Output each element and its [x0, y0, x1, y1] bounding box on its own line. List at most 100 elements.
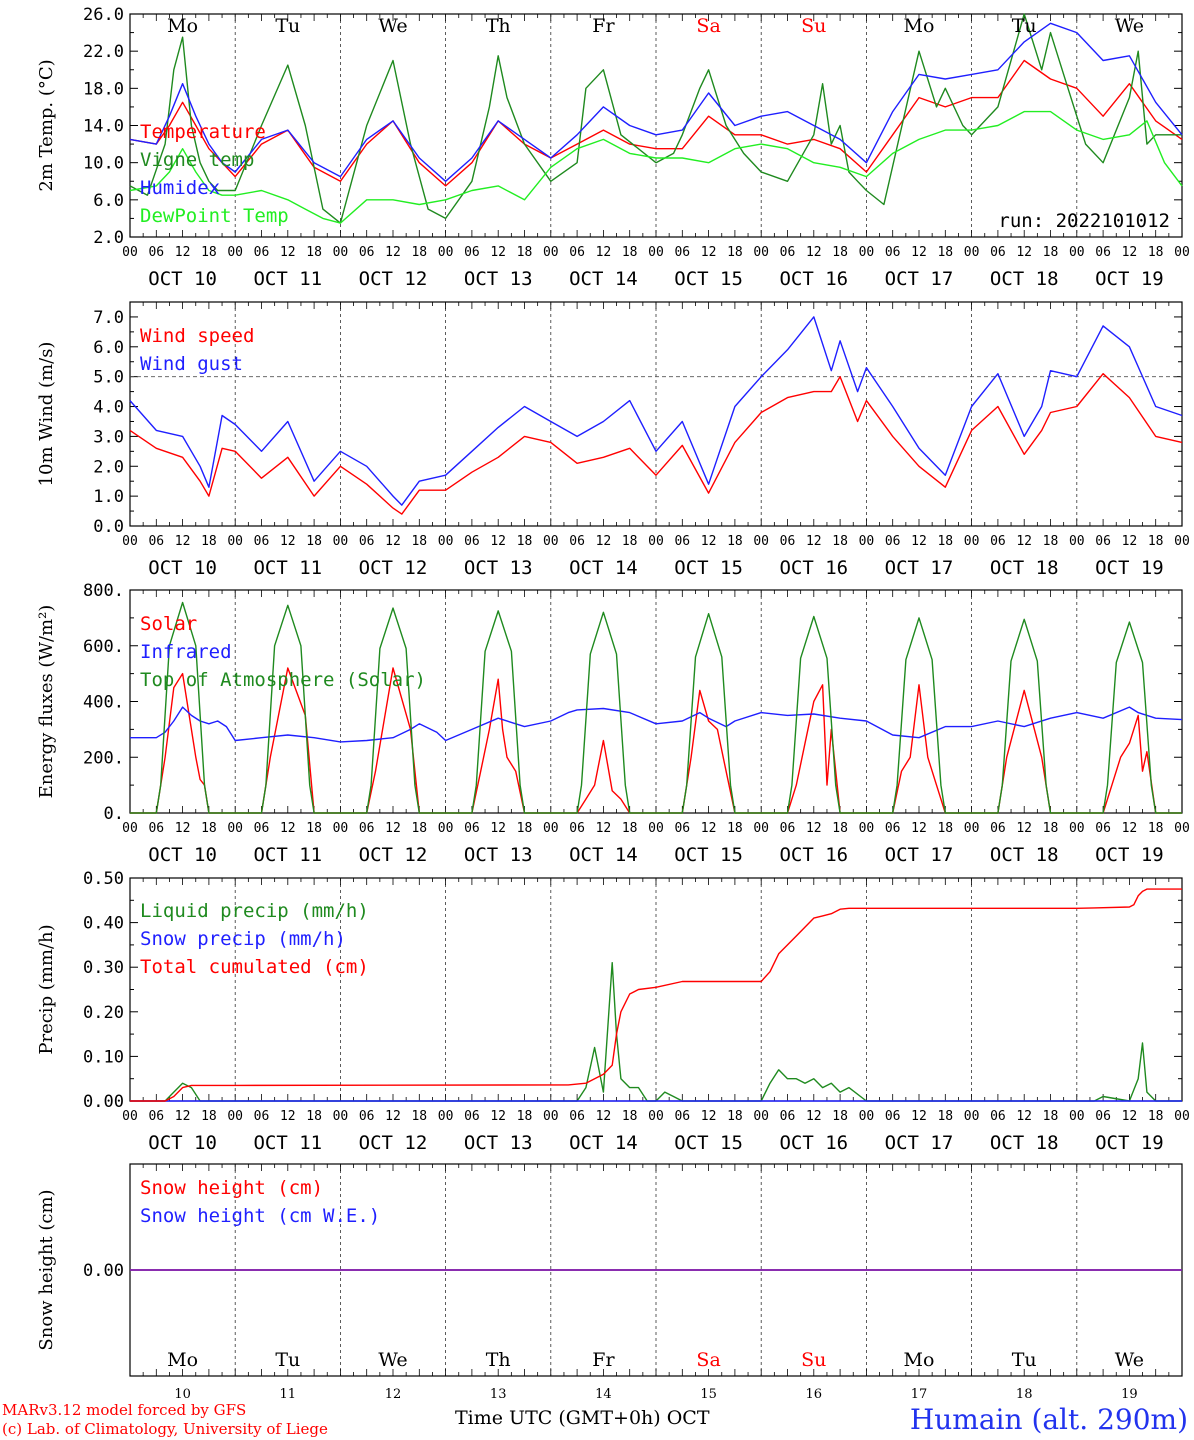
hour-tick-label: 00 [333, 821, 349, 836]
hour-tick-label: 12 [806, 1109, 822, 1124]
series-line-humidex [129, 22, 1183, 183]
hour-tick-label: 00 [648, 245, 664, 260]
date-label: OCT 18 [990, 268, 1059, 290]
hour-tick-label: 06 [990, 821, 1006, 836]
day-number-label: 14 [595, 1387, 612, 1402]
hour-tick-label: 06 [148, 534, 164, 549]
hour-tick-label: 18 [727, 1109, 743, 1124]
hour-tick-label: 18 [1148, 534, 1164, 549]
hour-tick-label: 18 [1148, 1109, 1164, 1124]
hour-tick-label: 00 [438, 1109, 454, 1124]
day-name-label: We [1115, 1349, 1144, 1371]
hour-tick-label: 18 [411, 245, 427, 260]
hour-tick-label: 12 [701, 821, 717, 836]
hour-tick-label: 18 [622, 534, 638, 549]
date-label: OCT 12 [359, 557, 428, 579]
day-name-label: We [378, 15, 407, 37]
series-line-dewpoint-temp [129, 110, 1183, 224]
y-tick-label: 0.10 [83, 1047, 124, 1067]
hour-tick-label: 00 [227, 245, 243, 260]
day-name-label: Fr [592, 1349, 615, 1371]
hour-tick-label: 00 [1069, 245, 1085, 260]
date-label: OCT 11 [253, 844, 322, 866]
y-axis-label: 10m Wind (m/s) [36, 342, 57, 487]
y-tick-label: 22.0 [83, 42, 124, 62]
hour-tick-label: 06 [359, 1109, 375, 1124]
y-axis-label: Precip (mm/h) [36, 924, 57, 1054]
hour-tick-label: 12 [490, 245, 506, 260]
hour-tick-label: 00 [1069, 821, 1085, 836]
hour-tick-label: 06 [464, 534, 480, 549]
hour-tick-label: 06 [359, 534, 375, 549]
date-label: OCT 11 [253, 1132, 322, 1154]
hour-tick-label: 18 [832, 1109, 848, 1124]
hour-tick-label: 06 [885, 534, 901, 549]
hour-tick-label: 06 [780, 245, 796, 260]
hour-tick-label: 12 [175, 821, 191, 836]
date-label: OCT 13 [464, 268, 533, 290]
hour-tick-label: 06 [674, 1109, 690, 1124]
hour-tick-label: 06 [990, 245, 1006, 260]
y-tick-label: 26.0 [83, 5, 124, 25]
day-number-label: 18 [1016, 1387, 1033, 1402]
y-tick-label: 18.0 [83, 79, 124, 99]
hour-tick-label: 06 [569, 1109, 585, 1124]
legend-entry: DewPoint Temp [140, 205, 289, 227]
day-number-label: 10 [174, 1387, 191, 1402]
hour-tick-label: 06 [1095, 534, 1111, 549]
hour-tick-label: 12 [806, 821, 822, 836]
day-number-label: 12 [385, 1387, 402, 1402]
day-name-label: We [1115, 15, 1144, 37]
y-tick-label: 0.0 [93, 517, 124, 537]
hour-tick-label: 12 [175, 1109, 191, 1124]
day-number-label: 16 [806, 1387, 823, 1402]
hour-tick-label: 18 [1043, 245, 1059, 260]
hour-tick-label: 12 [280, 821, 296, 836]
hour-tick-label: 06 [780, 821, 796, 836]
y-tick-label: 4.0 [93, 398, 124, 418]
date-label: OCT 15 [674, 268, 743, 290]
hour-tick-label: 00 [859, 821, 875, 836]
hour-tick-label: 06 [148, 245, 164, 260]
hour-tick-label: 00 [1174, 1109, 1190, 1124]
day-name-label: Th [486, 15, 511, 37]
date-label: OCT 14 [569, 1132, 638, 1154]
hour-tick-label: 18 [517, 821, 533, 836]
hour-tick-label: 00 [227, 1109, 243, 1124]
hour-tick-label: 06 [569, 821, 585, 836]
credit-line-2: (c) Lab. of Climatology, University of L… [2, 1420, 328, 1438]
hour-tick-label: 18 [306, 534, 322, 549]
hour-tick-label: 18 [306, 821, 322, 836]
date-label: OCT 11 [253, 268, 322, 290]
hour-tick-label: 12 [385, 1109, 401, 1124]
series-line-infrared [130, 706, 1183, 743]
hour-tick-label: 06 [674, 821, 690, 836]
hour-tick-label: 12 [701, 1109, 717, 1124]
hour-tick-label: 12 [1016, 821, 1032, 836]
hour-tick-label: 06 [780, 1109, 796, 1124]
series-line-wind-speed [129, 373, 1183, 515]
hour-tick-label: 12 [385, 245, 401, 260]
y-tick-label: 7.0 [93, 308, 124, 328]
hour-tick-label: 06 [674, 245, 690, 260]
day-name-label: Tu [1012, 1349, 1037, 1371]
hour-tick-label: 00 [859, 534, 875, 549]
date-label: OCT 18 [990, 844, 1059, 866]
hour-tick-label: 12 [596, 821, 612, 836]
y-tick-label: 800. [83, 581, 124, 601]
station-label: Humain (alt. 290m) [909, 1403, 1188, 1436]
legend-entry: Infrared [140, 641, 232, 663]
date-label: OCT 17 [885, 844, 954, 866]
hour-tick-label: 18 [201, 245, 217, 260]
hour-tick-label: 12 [175, 534, 191, 549]
hour-tick-label: 00 [1174, 821, 1190, 836]
y-tick-label: 0. [104, 804, 124, 824]
hour-tick-label: 00 [438, 821, 454, 836]
hour-tick-label: 18 [201, 1109, 217, 1124]
hour-tick-label: 00 [964, 534, 980, 549]
date-label: OCT 10 [148, 1132, 217, 1154]
date-label: OCT 10 [148, 268, 217, 290]
day-name-label: Mo [904, 15, 935, 37]
hour-tick-label: 06 [885, 1109, 901, 1124]
legend-entry: Wind gust [140, 353, 243, 375]
